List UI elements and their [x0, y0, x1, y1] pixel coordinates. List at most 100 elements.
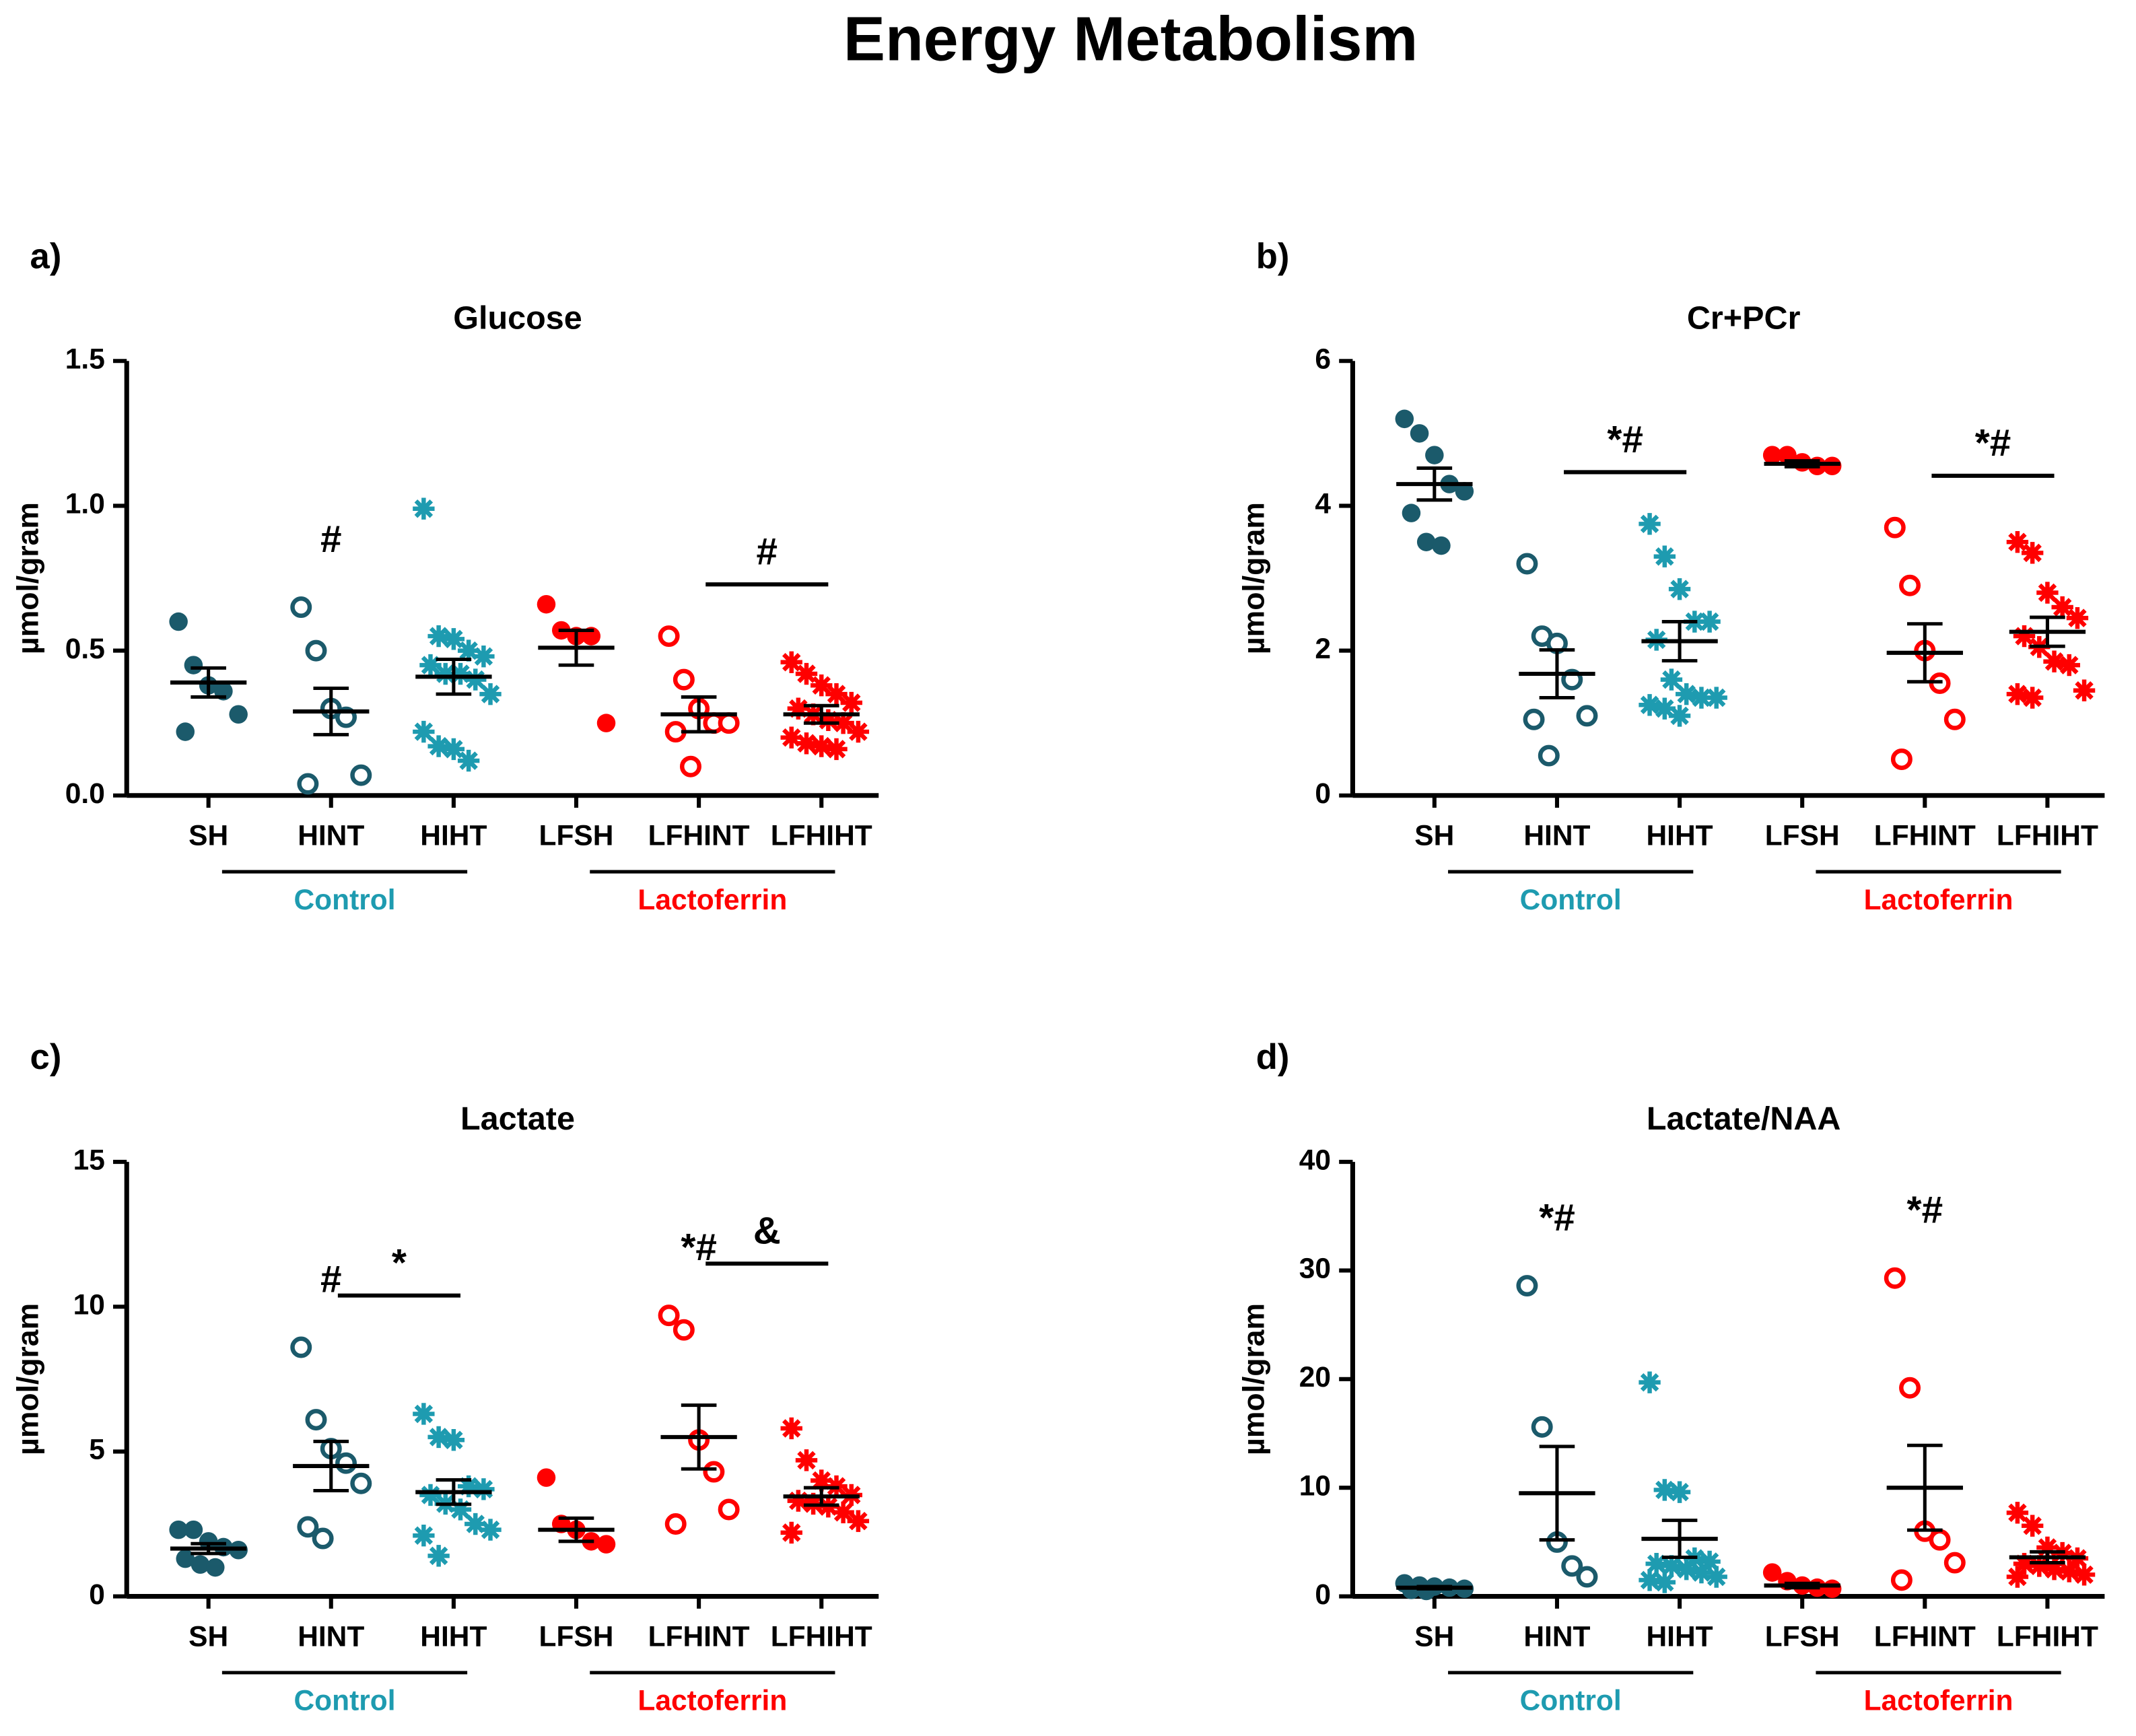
- significance-label: #: [320, 518, 342, 561]
- significance-label: *#: [1907, 1189, 1943, 1232]
- x-tick-label: HINT: [1523, 821, 1590, 852]
- data-point: [718, 1498, 740, 1521]
- data-point: [658, 1305, 680, 1327]
- data-point: [1425, 446, 1444, 464]
- data-point: [479, 683, 502, 705]
- data-point: [1943, 708, 1966, 730]
- data-point: [2013, 1552, 2036, 1575]
- data-point: [1899, 1377, 1921, 1399]
- data-point: [1690, 687, 1713, 709]
- x-tick-label: LFHIHT: [1997, 821, 2098, 852]
- significance-label: *#: [1975, 422, 2011, 464]
- x-tick-label: HINT: [1523, 1622, 1590, 1653]
- data-point: [840, 691, 862, 714]
- x-tick-label: SH: [188, 821, 228, 852]
- x-tick-label: SH: [1414, 1622, 1454, 1653]
- data-point: [1561, 1555, 1583, 1577]
- data-point: [184, 1520, 203, 1539]
- error-bar: [436, 657, 472, 696]
- data-point: [449, 1498, 472, 1521]
- y-tick-label: 0.5: [65, 633, 105, 665]
- error-bar: [558, 628, 594, 667]
- data-point: [2036, 1536, 2059, 1559]
- data-point: [1538, 744, 1560, 767]
- data-point: [2066, 606, 2089, 629]
- error-bar: [313, 1439, 349, 1493]
- y-tick-label: 1.5: [65, 343, 105, 375]
- data-point: [847, 1510, 870, 1532]
- data-point: [2058, 654, 2080, 676]
- data-point: [2021, 542, 2044, 564]
- data-point: [817, 709, 839, 732]
- data-point: [2058, 1560, 2080, 1583]
- data-point: [811, 1469, 833, 1492]
- y-tick-label: 0: [1315, 1579, 1331, 1611]
- data-point: [335, 1452, 357, 1474]
- data-point: [2013, 625, 2036, 648]
- data-point: [442, 1429, 465, 1451]
- error-bar: [436, 1478, 472, 1506]
- error-bar: [558, 1516, 594, 1543]
- data-point: [703, 1461, 725, 1483]
- data-point: [1516, 1275, 1538, 1297]
- data-point: [305, 1409, 327, 1431]
- data-point: [1639, 513, 1661, 535]
- data-point: [305, 639, 327, 662]
- data-point: [184, 656, 203, 674]
- group-label: Lactoferrin: [638, 1686, 787, 1717]
- significance-label: *#: [1539, 1197, 1575, 1239]
- data-point: [1762, 1563, 1782, 1582]
- data-point: [596, 714, 616, 732]
- x-tick-label: LFHIHT: [771, 821, 872, 852]
- y-tick-label: 0: [1315, 778, 1331, 810]
- error-bar: [2030, 615, 2065, 648]
- data-point: [1653, 1571, 1676, 1593]
- data-point: [1675, 1558, 1698, 1581]
- data-point: [449, 662, 472, 685]
- x-tick-label: LFHINT: [648, 1622, 750, 1653]
- significance-label: &: [753, 1210, 781, 1253]
- x-tick-label: HIHT: [1647, 821, 1713, 852]
- data-point: [1531, 1416, 1553, 1438]
- x-tick-label: SH: [188, 1622, 228, 1653]
- data-point: [1410, 424, 1429, 443]
- data-point: [427, 1545, 450, 1567]
- error-bar: [1661, 1519, 1698, 1560]
- data-point: [1822, 456, 1842, 475]
- data-point: [413, 497, 435, 520]
- data-point: [1395, 409, 1414, 429]
- x-tick-label: LFHIHT: [771, 1622, 872, 1653]
- data-point: [1639, 1569, 1661, 1591]
- data-point: [673, 668, 695, 691]
- data-point: [1416, 532, 1436, 551]
- x-tick-label: LFSH: [539, 1622, 614, 1653]
- y-tick-label: 0.0: [65, 778, 105, 810]
- data-point: [811, 735, 833, 757]
- data-point: [457, 1475, 480, 1498]
- data-point: [1705, 1566, 1727, 1588]
- data-point: [1698, 1550, 1721, 1573]
- x-tick-label: LFHINT: [1874, 1622, 1976, 1653]
- data-point: [169, 1520, 188, 1539]
- data-point: [457, 749, 480, 772]
- data-point: [1929, 1529, 1951, 1551]
- y-tick-label: 20: [1299, 1362, 1331, 1393]
- data-point: [2021, 1515, 2044, 1537]
- significance-label: *#: [1607, 419, 1643, 461]
- data-point: [1432, 536, 1451, 555]
- data-point: [1668, 705, 1691, 727]
- data-point: [2006, 1566, 2029, 1588]
- data-point: [664, 1513, 687, 1535]
- data-point: [658, 625, 680, 648]
- significance-label: *: [392, 1242, 407, 1284]
- data-point: [312, 1527, 334, 1550]
- data-point: [1402, 1581, 1421, 1599]
- panel-label: b): [1256, 236, 1290, 276]
- y-axis-label: µmol/gram: [11, 1303, 44, 1455]
- data-point: [290, 596, 312, 619]
- x-tick-label: HINT: [298, 821, 364, 852]
- chart-title: Glucose: [453, 300, 582, 336]
- data-point: [2006, 531, 2029, 553]
- data-point: [795, 732, 818, 755]
